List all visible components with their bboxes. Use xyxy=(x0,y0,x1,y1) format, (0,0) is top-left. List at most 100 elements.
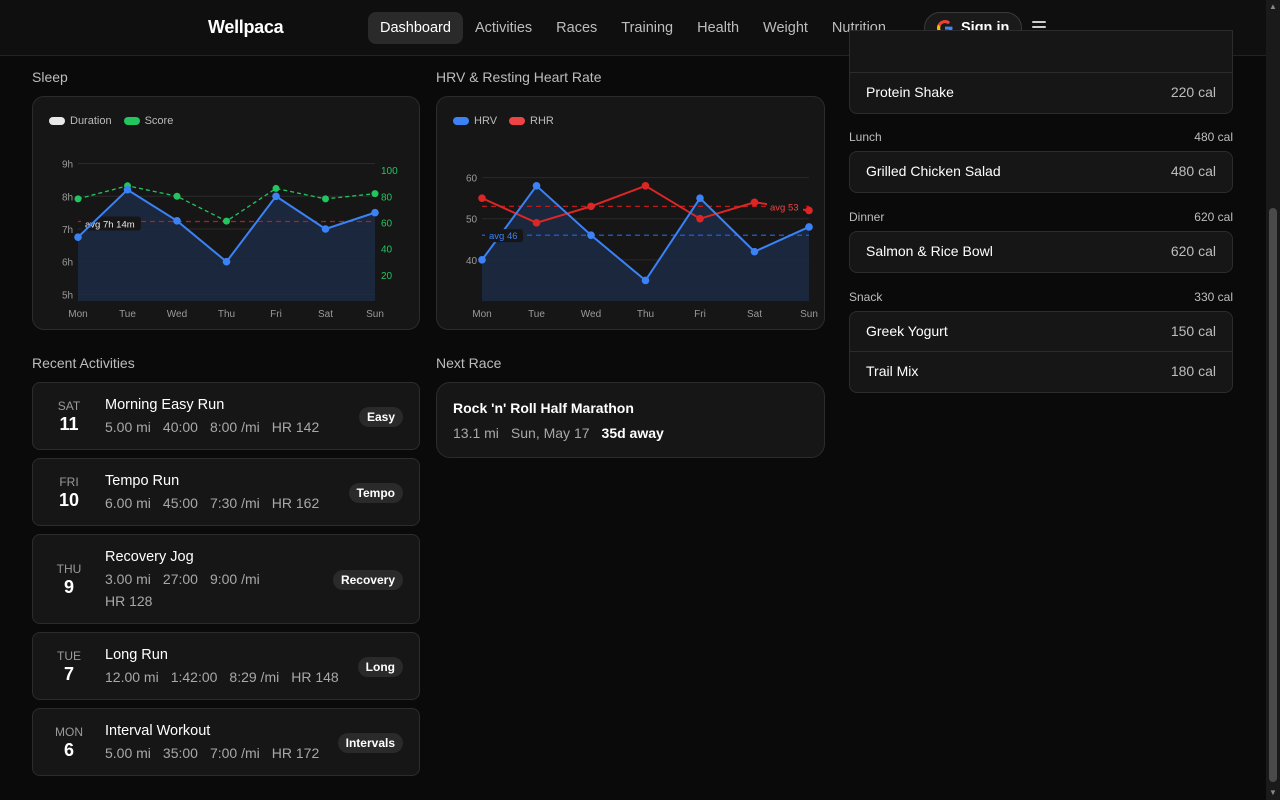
legend-hrv[interactable]: HRV xyxy=(453,115,497,127)
sleep-title: Sleep xyxy=(32,69,68,85)
activity-tag: Intervals xyxy=(337,733,403,753)
meal-label-dinner: Dinner xyxy=(849,210,885,224)
y-tick-label-left: 6h xyxy=(62,258,73,269)
meal-item-cal: 620 cal xyxy=(1170,243,1216,259)
rhr-point xyxy=(478,194,486,202)
score-point xyxy=(223,217,230,225)
avg-rhr-label: avg 53 xyxy=(770,202,799,213)
meal-group-snack: Greek Yogurt 150 cal Trail Mix 180 cal xyxy=(849,311,1233,393)
meal-item-name: Grilled Chicken Salad xyxy=(866,163,1001,179)
x-tick-label: Fri xyxy=(270,309,282,320)
activity-dow: MON xyxy=(55,725,83,739)
duration-point xyxy=(123,185,132,194)
duration-area xyxy=(78,189,375,301)
legend-rhr[interactable]: RHR xyxy=(509,115,554,127)
y-tick-label-left: 5h xyxy=(62,290,73,301)
meal-row-cut-off xyxy=(850,31,1232,73)
duration-point xyxy=(371,208,379,217)
meal-group-breakfast: Protein Shake 220 cal xyxy=(849,30,1233,114)
avg-rhr-label-bg xyxy=(767,200,803,214)
hrv-legend: HRV RHR xyxy=(453,115,554,127)
meal-item-name: Protein Shake xyxy=(866,84,954,100)
activity-stats: 12.00 mi 1:42:00 8:29 /mi HR 148 xyxy=(105,669,339,685)
y-tick-label-right: 40 xyxy=(381,245,393,256)
activity-tag: Recovery xyxy=(332,570,403,590)
activity-dow: FRI xyxy=(59,475,79,489)
x-tick-label: Wed xyxy=(581,309,601,320)
activity-card[interactable]: FRI 10 Tempo Run 6.00 mi 45:00 7:30 /mi HR … xyxy=(32,458,420,526)
legend-score[interactable]: Score xyxy=(123,115,173,127)
nav-health[interactable]: Health xyxy=(697,20,740,36)
duration-point xyxy=(74,233,82,241)
duration-point xyxy=(321,225,330,233)
scroll-down-arrow-icon[interactable]: ▼ xyxy=(1269,788,1277,797)
duration-point xyxy=(173,217,181,225)
meal-item[interactable]: Salmon & Rice Bowl 620 cal xyxy=(850,232,1232,272)
y-tick-label-left: 8h xyxy=(62,192,73,203)
hrv-point xyxy=(805,223,813,231)
activity-stats-hr: HR 128 xyxy=(105,593,153,609)
activity-card[interactable]: MON 6 Interval Workout 5.00 mi 35:00 7:00 … xyxy=(32,708,420,776)
duration-point xyxy=(222,257,231,266)
y-tick-label-right: 60 xyxy=(381,218,393,229)
activity-card[interactable]: SAT 11 Morning Easy Run 5.00 mi 40:00 8:00… xyxy=(32,382,420,450)
race-name: Rock 'n' Roll Half Marathon xyxy=(453,400,634,416)
activity-stats: 3.00 mi 27:00 9:00 /mi xyxy=(105,571,260,587)
activity-day: 7 xyxy=(63,664,74,684)
score-point xyxy=(173,192,181,200)
activity-stats: 6.00 mi 45:00 7:30 /mi HR 162 xyxy=(105,495,320,511)
race-countdown: 35d away xyxy=(601,425,664,441)
nav-dashboard[interactable]: Dashboard xyxy=(368,12,463,44)
rhr-point xyxy=(532,219,541,227)
meal-label-snack: Snack xyxy=(849,290,883,304)
meal-item[interactable]: Trail Mix 180 cal xyxy=(850,352,1232,392)
rhr-point xyxy=(696,214,704,223)
activity-dow: SAT xyxy=(57,399,81,413)
meal-item-cal: 480 cal xyxy=(1170,163,1216,179)
meal-group-dinner: Salmon & Rice Bowl 620 cal xyxy=(849,231,1233,273)
page-scrollbar[interactable]: ▲ ▼ xyxy=(1266,0,1280,800)
activity-card[interactable]: THU 9 Recovery Jog 3.00 mi 27:00 9:00 /mi … xyxy=(32,534,420,624)
scrollbar-thumb[interactable] xyxy=(1269,208,1277,782)
meal-total-snack: 330 cal xyxy=(1194,290,1233,304)
hrv-title: HRV & Resting Heart Rate xyxy=(436,69,602,85)
race-distance: 13.1 mi xyxy=(453,425,499,441)
y-tick-label-left: 9h xyxy=(62,160,73,171)
meal-item[interactable]: Greek Yogurt 150 cal xyxy=(850,312,1232,352)
activity-day: 11 xyxy=(59,414,79,434)
x-tick-label: Sun xyxy=(366,309,384,320)
meal-group-lunch: Grilled Chicken Salad 480 cal xyxy=(849,151,1233,193)
nav-weight[interactable]: Weight xyxy=(763,20,808,36)
sleep-chart: 9h 8h 7h 6h 5h 100 80 60 40 20 avg 7h 14m Mon Tue Wed… xyxy=(62,160,398,320)
score-point xyxy=(322,195,329,203)
meal-item-cal: 220 cal xyxy=(1170,84,1216,100)
recent-activities-title: Recent Activities xyxy=(32,355,135,371)
nav-training[interactable]: Training xyxy=(621,20,674,36)
sleep-card: Duration Score 9h 8h 7h 6h 5h 100 80 60 40 20 avg … xyxy=(32,96,420,330)
race-date: Sun, May 17 xyxy=(510,425,590,441)
rhr-point xyxy=(587,202,595,211)
y-tick-label-right: 20 xyxy=(381,271,393,282)
y-tick-label-left: 7h xyxy=(62,225,73,236)
activity-card[interactable]: TUE 7 Long Run 12.00 mi 1:42:00 8:29 /mi HR… xyxy=(32,632,420,700)
activity-stats: 5.00 mi 35:00 7:00 /mi HR 172 xyxy=(105,745,320,761)
x-tick-label: Sat xyxy=(747,309,762,320)
nav-activities[interactable]: Activities xyxy=(474,20,533,36)
x-tick-label: Tue xyxy=(119,309,136,320)
activity-day: 9 xyxy=(63,577,74,597)
nav-races[interactable]: Races xyxy=(556,20,598,36)
meal-item[interactable]: Grilled Chicken Salad 480 cal xyxy=(850,152,1232,192)
legend-duration[interactable]: Duration xyxy=(49,115,112,127)
activity-name: Long Run xyxy=(105,647,168,663)
brand-logo[interactable]: Wellpaca xyxy=(208,17,284,37)
meal-item-name: Salmon & Rice Bowl xyxy=(866,243,993,259)
scroll-up-arrow-icon[interactable]: ▲ xyxy=(1269,2,1277,11)
race-card[interactable]: Rock 'n' Roll Half Marathon 13.1 mi Sun,… xyxy=(436,382,825,458)
meal-item[interactable]: Protein Shake 220 cal xyxy=(850,73,1232,113)
hrv-point xyxy=(641,276,650,285)
hrv-point xyxy=(478,256,486,264)
main-nav: Dashboard Activities Races Training Heal… xyxy=(368,12,898,44)
duration-point xyxy=(272,192,280,201)
y-tick-label-right: 100 xyxy=(381,166,398,177)
activity-name: Recovery Jog xyxy=(105,549,194,565)
